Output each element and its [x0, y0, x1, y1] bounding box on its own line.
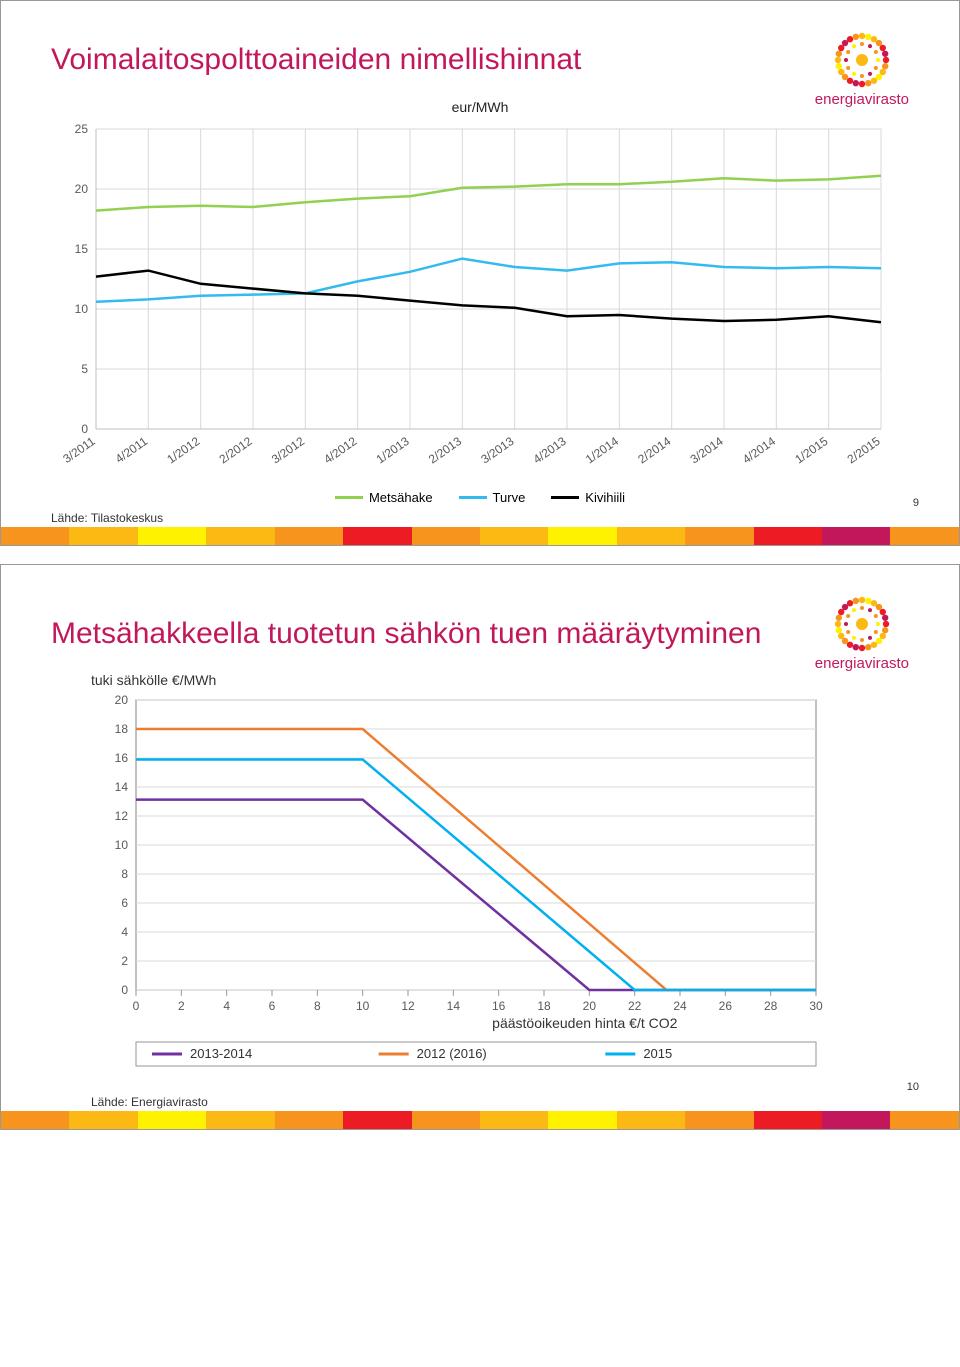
svg-text:8: 8 — [314, 999, 321, 1013]
logo-sun-icon — [823, 31, 901, 89]
svg-text:18: 18 — [537, 999, 551, 1013]
slide2-title: Metsähakkeella tuotetun sähkön tuen määr… — [51, 615, 909, 653]
svg-text:20: 20 — [115, 693, 129, 707]
logo: energiavirasto — [815, 31, 909, 108]
svg-text:14: 14 — [115, 780, 129, 794]
chart1-legend: Metsähake Turve Kivihiili — [51, 490, 909, 505]
svg-text:22: 22 — [628, 999, 642, 1013]
svg-text:4: 4 — [121, 925, 128, 939]
svg-text:3/2013: 3/2013 — [478, 433, 516, 466]
legend-item: Metsähake — [335, 490, 433, 505]
slide1-pagenum: 9 — [913, 497, 919, 509]
svg-text:10: 10 — [115, 838, 129, 852]
svg-text:1/2015: 1/2015 — [792, 433, 830, 466]
svg-text:16: 16 — [492, 999, 506, 1013]
slide-2: energiavirasto Metsähakkeella tuotetun s… — [0, 564, 960, 1131]
logo-sun-icon — [823, 595, 901, 653]
svg-text:4: 4 — [223, 999, 230, 1013]
svg-text:5: 5 — [81, 362, 88, 376]
color-bar — [1, 1111, 959, 1129]
svg-text:4/2012: 4/2012 — [321, 433, 359, 466]
svg-text:10: 10 — [356, 999, 370, 1013]
chart1-unit: eur/MWh — [51, 99, 909, 115]
svg-text:3/2011: 3/2011 — [60, 433, 98, 465]
slide1-source: Lähde: Tilastokeskus — [51, 511, 909, 525]
svg-text:14: 14 — [447, 999, 461, 1013]
slide-1: energiavirasto Voimalaitospolttoaineiden… — [0, 0, 960, 546]
slide1-title: Voimalaitospolttoaineiden nimellishinnat — [51, 41, 909, 79]
svg-text:2013-2014: 2013-2014 — [190, 1046, 252, 1061]
legend-item: Turve — [459, 490, 526, 505]
svg-text:12: 12 — [401, 999, 415, 1013]
svg-text:2/2015: 2/2015 — [845, 433, 883, 466]
svg-text:2012 (2016): 2012 (2016) — [417, 1046, 487, 1061]
svg-text:10: 10 — [75, 302, 89, 316]
svg-text:3/2012: 3/2012 — [269, 433, 307, 466]
chart1-wrap: eur/MWh 0 5 10 15 20 25 3/2011 4/2011 1/2012 2/20… — [51, 99, 909, 505]
svg-text:15: 15 — [75, 242, 89, 256]
svg-text:26: 26 — [719, 999, 733, 1013]
slide2-source: Lähde: Energiavirasto — [91, 1095, 909, 1109]
svg-text:0: 0 — [133, 999, 140, 1013]
svg-text:2: 2 — [178, 999, 185, 1013]
svg-text:6: 6 — [269, 999, 276, 1013]
svg-text:20: 20 — [75, 182, 89, 196]
legend-item: Kivihiili — [551, 490, 625, 505]
svg-text:24: 24 — [673, 999, 687, 1013]
svg-text:3/2014: 3/2014 — [688, 433, 726, 466]
svg-text:2/2014: 2/2014 — [635, 433, 673, 466]
chart2: 0246810121416182002468101214161820222426… — [91, 690, 831, 1070]
svg-text:0: 0 — [81, 422, 88, 436]
svg-text:4/2013: 4/2013 — [531, 433, 569, 466]
svg-text:20: 20 — [583, 999, 597, 1013]
svg-text:1/2012: 1/2012 — [164, 433, 202, 466]
logo: energiavirasto — [815, 595, 909, 672]
svg-text:2/2013: 2/2013 — [426, 433, 464, 466]
color-bar — [1, 527, 959, 545]
svg-text:12: 12 — [115, 809, 129, 823]
svg-text:päästöoikeuden hinta €/t CO2: päästöoikeuden hinta €/t CO2 — [492, 1015, 677, 1031]
svg-text:8: 8 — [121, 867, 128, 881]
chart1: 0 5 10 15 20 25 3/2011 4/2011 1/2012 2/2012 3/2012… — [51, 119, 891, 479]
svg-text:2: 2 — [121, 954, 128, 968]
svg-text:0: 0 — [121, 983, 128, 997]
chart2-wrap: tuki sähkölle €/MWh 02468101214161820024… — [91, 672, 909, 1075]
svg-text:1/2013: 1/2013 — [374, 433, 412, 466]
svg-text:2/2012: 2/2012 — [217, 433, 255, 466]
svg-text:4/2011: 4/2011 — [113, 433, 151, 465]
svg-text:6: 6 — [121, 896, 128, 910]
svg-text:4/2014: 4/2014 — [740, 433, 778, 466]
svg-text:28: 28 — [764, 999, 778, 1013]
logo-text: energiavirasto — [815, 655, 909, 672]
slide2-pagenum: 10 — [907, 1081, 919, 1093]
svg-text:30: 30 — [809, 999, 823, 1013]
svg-text:16: 16 — [115, 751, 129, 765]
svg-text:25: 25 — [75, 122, 89, 136]
svg-text:2015: 2015 — [643, 1046, 672, 1061]
svg-text:1/2014: 1/2014 — [583, 433, 621, 466]
chart2-ytitle: tuki sähkölle €/MWh — [91, 672, 909, 688]
svg-text:18: 18 — [115, 722, 129, 736]
